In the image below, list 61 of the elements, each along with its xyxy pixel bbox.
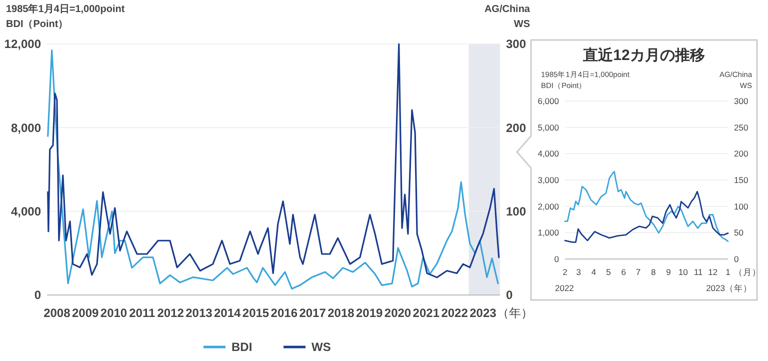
x-tick-label: 3	[576, 267, 582, 277]
y-tick-label: 1,000	[538, 228, 560, 238]
x-tick-label: 2019	[356, 306, 384, 320]
x-tick-label: 2014	[214, 306, 242, 320]
x-tick-label: 7	[636, 267, 641, 277]
x-tick-label: 12	[708, 267, 718, 277]
y-tick-label: 2,000	[538, 201, 560, 212]
text: 2022	[555, 283, 574, 293]
x-tick-label: 2020	[384, 306, 412, 320]
x-tick-label: 6	[621, 267, 626, 277]
x-tick-label: 2009	[72, 306, 100, 320]
y2-axis-title: AG/China WS	[484, 4, 530, 30]
y2-tick-label: 100	[506, 204, 526, 219]
x-tick-label: 2011	[129, 306, 156, 320]
y2-tick-label: 50	[734, 228, 744, 238]
y2-tick-label: 200	[734, 148, 748, 159]
x-tick-label: 2021	[412, 306, 440, 320]
y-tick-label: 3,000	[538, 174, 560, 185]
y2-tick-label: 250	[734, 122, 748, 132]
line-series	[564, 190, 729, 243]
y-tick-label: 6,000	[538, 96, 560, 106]
x-tick-label: 2022	[441, 306, 468, 320]
legend-label: WS	[312, 340, 331, 354]
x-axis-title: （年）	[496, 306, 533, 320]
line-series	[564, 170, 729, 242]
x-tick-label: 9	[666, 267, 672, 277]
x-tick-label: 4	[591, 267, 596, 277]
x-tick-label: 2023	[470, 306, 497, 320]
y2-tick-label: 0	[506, 288, 513, 302]
y2-tick-label: 0	[734, 254, 739, 264]
x-tick-label: 2008	[44, 306, 71, 320]
x-tick-label: 2017	[299, 306, 326, 320]
x-tick-label: 1	[726, 267, 731, 277]
y-axis-title: 1985年1月4日=1,000point BDI（Point）	[6, 3, 126, 30]
x-tick-label: 2	[562, 267, 568, 277]
text: 2023（年）	[706, 283, 752, 293]
y-tick-label: 4,000	[538, 148, 560, 159]
y2-tick-label: 300	[506, 37, 526, 52]
y-tick-label: 0	[34, 288, 42, 302]
y-tick-label: 4,000	[10, 204, 42, 219]
x-tick-label: 5	[606, 267, 612, 277]
x-tick-label: 2015	[242, 306, 270, 320]
y2-tick-label: 300	[734, 96, 748, 106]
x-tick-label: 2018	[328, 306, 355, 320]
x-tick-label: 10	[678, 267, 688, 277]
legend-label: BDI	[232, 340, 252, 354]
y2-tick-label: 150	[734, 174, 748, 185]
y2-tick-label: 200	[506, 120, 526, 135]
y-tick-label: 12,000	[4, 37, 42, 52]
x-tick-label: 2016	[270, 306, 298, 320]
chart-title: 直近12カ月の推移	[582, 47, 705, 64]
x-tick-label: 2013	[186, 306, 213, 320]
y-tick-label: 0	[554, 254, 560, 264]
y2-tick-label: 100	[734, 201, 748, 212]
y-tick-label: 8,000	[10, 120, 42, 135]
x-tick-label: 8	[650, 267, 656, 277]
x-tick-label: 2012	[157, 306, 184, 320]
x-tick-label: 11	[694, 267, 703, 277]
y-tick-label: 5,000	[538, 122, 560, 132]
x-axis-title: （月）	[734, 267, 761, 277]
x-tick-label: 2010	[100, 306, 128, 320]
